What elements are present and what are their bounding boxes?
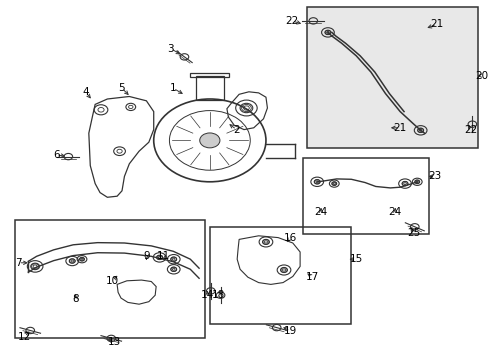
Text: 11: 11 xyxy=(157,251,170,261)
Text: 17: 17 xyxy=(306,272,319,282)
Bar xyxy=(302,158,429,234)
Text: 4: 4 xyxy=(82,87,89,97)
Text: 21: 21 xyxy=(393,123,407,133)
Text: 6: 6 xyxy=(53,150,59,160)
Bar xyxy=(190,73,229,77)
Text: 24: 24 xyxy=(389,207,402,217)
Text: 7: 7 xyxy=(15,258,22,268)
Bar xyxy=(307,7,478,148)
Text: 10: 10 xyxy=(106,276,119,286)
Circle shape xyxy=(200,133,220,148)
Text: 19: 19 xyxy=(284,326,297,336)
Text: 21: 21 xyxy=(430,19,443,30)
Text: 24: 24 xyxy=(315,207,328,217)
Text: 25: 25 xyxy=(407,228,420,238)
Text: 13: 13 xyxy=(108,337,122,347)
Text: 9: 9 xyxy=(143,251,150,261)
Bar xyxy=(196,76,223,100)
Text: 2: 2 xyxy=(233,125,240,135)
Text: 14: 14 xyxy=(201,290,214,300)
Text: 1: 1 xyxy=(170,83,176,93)
Bar xyxy=(15,220,205,338)
Text: 22: 22 xyxy=(285,16,298,26)
Text: 15: 15 xyxy=(349,254,363,264)
Text: 23: 23 xyxy=(429,171,442,181)
Text: 12: 12 xyxy=(18,332,31,342)
Text: 5: 5 xyxy=(119,83,125,93)
Text: 18: 18 xyxy=(212,290,225,300)
Text: 22: 22 xyxy=(465,125,478,135)
Text: 16: 16 xyxy=(284,233,297,243)
Bar xyxy=(210,227,351,324)
Text: 20: 20 xyxy=(476,71,489,81)
Text: 8: 8 xyxy=(73,294,79,304)
Text: 3: 3 xyxy=(168,44,174,54)
